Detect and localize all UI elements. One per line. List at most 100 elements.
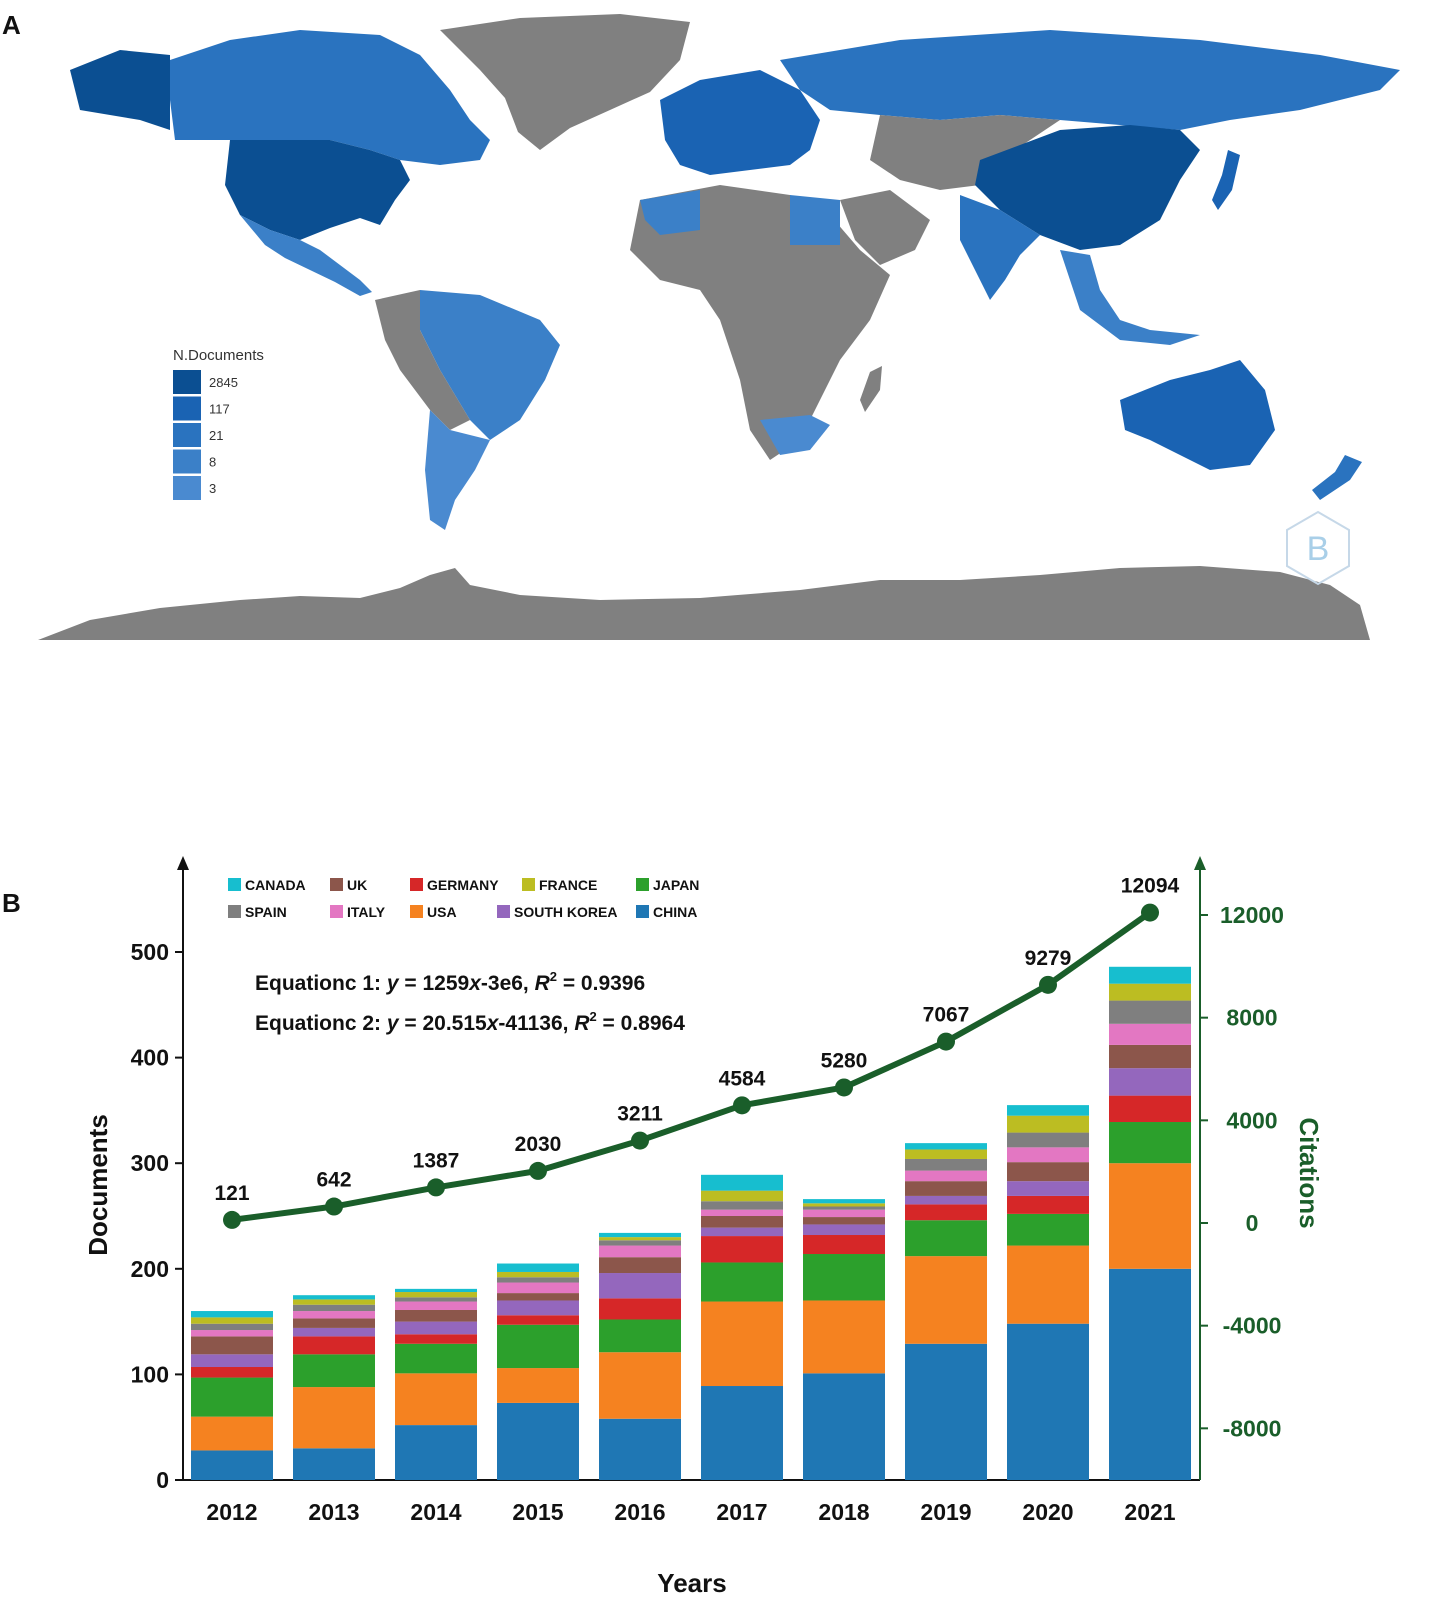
- country-legend: CANADA UK GERMANY FRANCE JAPAN SPAIN ITALY USA S…: [228, 877, 699, 920]
- region-greenland: [440, 14, 690, 150]
- citations-line-path: [231, 910, 1152, 1223]
- bar-segment-japan: [191, 1377, 273, 1417]
- bar-segment-usa: [497, 1368, 579, 1403]
- bar-segment-spain: [497, 1277, 579, 1283]
- bar-segment-germany: [1007, 1195, 1089, 1214]
- x-tick-label: 2012: [206, 1499, 257, 1525]
- bar-segment-south-korea: [1007, 1181, 1089, 1196]
- bar-segment-china: [1007, 1323, 1089, 1480]
- region-north-africa: [640, 190, 700, 235]
- y-tick-label: 200: [131, 1256, 169, 1282]
- bar-segment-canada: [395, 1288, 477, 1293]
- y-tick-label: 300: [131, 1150, 169, 1176]
- bar-segment-japan: [293, 1354, 375, 1388]
- region-madagascar: [860, 366, 882, 412]
- legend-swatch: [330, 878, 343, 891]
- bar-segment-italy: [701, 1209, 783, 1216]
- stacked-bars: [191, 966, 1191, 1480]
- x-tick-label: 2013: [308, 1499, 359, 1525]
- y2-axis-arrow-icon: [1194, 856, 1206, 870]
- legend-swatch: [410, 878, 423, 891]
- bar-segment-china: [293, 1448, 375, 1480]
- bar-segment-spain: [1007, 1132, 1089, 1148]
- citation-point: [1039, 975, 1057, 994]
- bar-segment-uk: [599, 1257, 681, 1274]
- region-alaska: [70, 50, 170, 130]
- y-tick-label: 100: [131, 1361, 169, 1387]
- bar-segment-uk: [905, 1181, 987, 1196]
- panel-a-label: A: [2, 10, 21, 40]
- y-tick-label: 500: [131, 939, 169, 965]
- x-tick-label: 2018: [818, 1499, 869, 1525]
- region-africa: [630, 185, 890, 460]
- citation-point: [937, 1032, 955, 1051]
- bar-segment-uk: [1007, 1162, 1089, 1182]
- bar-segment-japan: [701, 1262, 783, 1302]
- bar-segment-japan: [1007, 1213, 1089, 1246]
- legend-swatch: [636, 905, 649, 918]
- bar-segment-canada: [803, 1199, 885, 1204]
- bar-segment-france: [191, 1317, 273, 1324]
- bar-segment-uk: [395, 1309, 477, 1322]
- bar-segment-france: [1109, 983, 1191, 1001]
- citation-point: [223, 1210, 241, 1229]
- bar-segment-germany: [905, 1204, 987, 1221]
- bar-segment-japan: [395, 1343, 477, 1374]
- bar-segment-france: [1007, 1115, 1089, 1133]
- y2-tick-label: 0: [1246, 1210, 1259, 1236]
- bar-segment-china: [803, 1373, 885, 1480]
- legend-swatch: [636, 878, 649, 891]
- x-tick-label: 2016: [614, 1499, 665, 1525]
- map-legend-swatch: [173, 423, 201, 447]
- bar-segment-germany: [497, 1315, 579, 1325]
- bar-segment-germany: [293, 1336, 375, 1355]
- bar-segment-japan: [1109, 1122, 1191, 1164]
- bar-segment-south-korea: [803, 1224, 885, 1236]
- citations-line: 121 642 1387 2030 3211 4584 5280 7067 9279 12094: [214, 875, 1180, 1229]
- map-legend-label: 2845: [209, 375, 238, 390]
- bar-segment-italy: [293, 1311, 375, 1319]
- world-map: N.Documents 2845 117 21 8 3 B: [38, 14, 1400, 640]
- bar-segment-china: [191, 1450, 273, 1480]
- region-southeast-asia: [1060, 250, 1200, 345]
- bar-segment-italy: [599, 1245, 681, 1258]
- panel-b-label: B: [2, 888, 21, 918]
- legend-swatch: [497, 905, 510, 918]
- citation-point: [427, 1178, 445, 1197]
- bar-segment-germany: [1109, 1095, 1191, 1123]
- bar-segment-china: [701, 1386, 783, 1480]
- citation-label: 12094: [1121, 875, 1180, 898]
- legend-label: UK: [347, 877, 367, 893]
- bar-segment-usa: [293, 1387, 375, 1449]
- map-legend-swatch: [173, 370, 201, 394]
- bar-segment-italy: [1007, 1147, 1089, 1163]
- bar-segment-spain: [1109, 1000, 1191, 1024]
- citation-point: [835, 1078, 853, 1097]
- x-axis-title: Years: [657, 1568, 726, 1598]
- bibliometrix-logo-icon: B: [1286, 510, 1350, 586]
- bar-segment-south-korea: [395, 1321, 477, 1335]
- map-landmasses: [38, 14, 1400, 640]
- bar-segment-spain: [191, 1323, 273, 1331]
- x-tick-label: 2015: [512, 1499, 563, 1525]
- region-antarctica: [38, 566, 1370, 640]
- bar-segment-usa: [701, 1301, 783, 1387]
- bar-segment-uk: [191, 1336, 273, 1355]
- bar-segment-france: [905, 1149, 987, 1159]
- bar-segment-italy: [395, 1301, 477, 1310]
- bar-segment-china: [905, 1343, 987, 1480]
- region-japan: [1212, 150, 1240, 210]
- y-tick-label: 400: [131, 1045, 169, 1071]
- x-tick-label: 2021: [1124, 1499, 1175, 1525]
- region-south-africa: [760, 415, 830, 455]
- bar-segment-spain: [803, 1206, 885, 1210]
- bar-segment-south-korea: [497, 1300, 579, 1316]
- bar-segment-south-korea: [599, 1273, 681, 1299]
- bar-segment-south-korea: [293, 1327, 375, 1337]
- citation-label: 3211: [617, 1103, 663, 1126]
- legend-label: CHINA: [653, 904, 697, 920]
- bar-segment-usa: [191, 1416, 273, 1451]
- bar-segment-south-korea: [905, 1195, 987, 1205]
- map-legend-label: 117: [209, 402, 230, 417]
- legend-label: GERMANY: [427, 877, 499, 893]
